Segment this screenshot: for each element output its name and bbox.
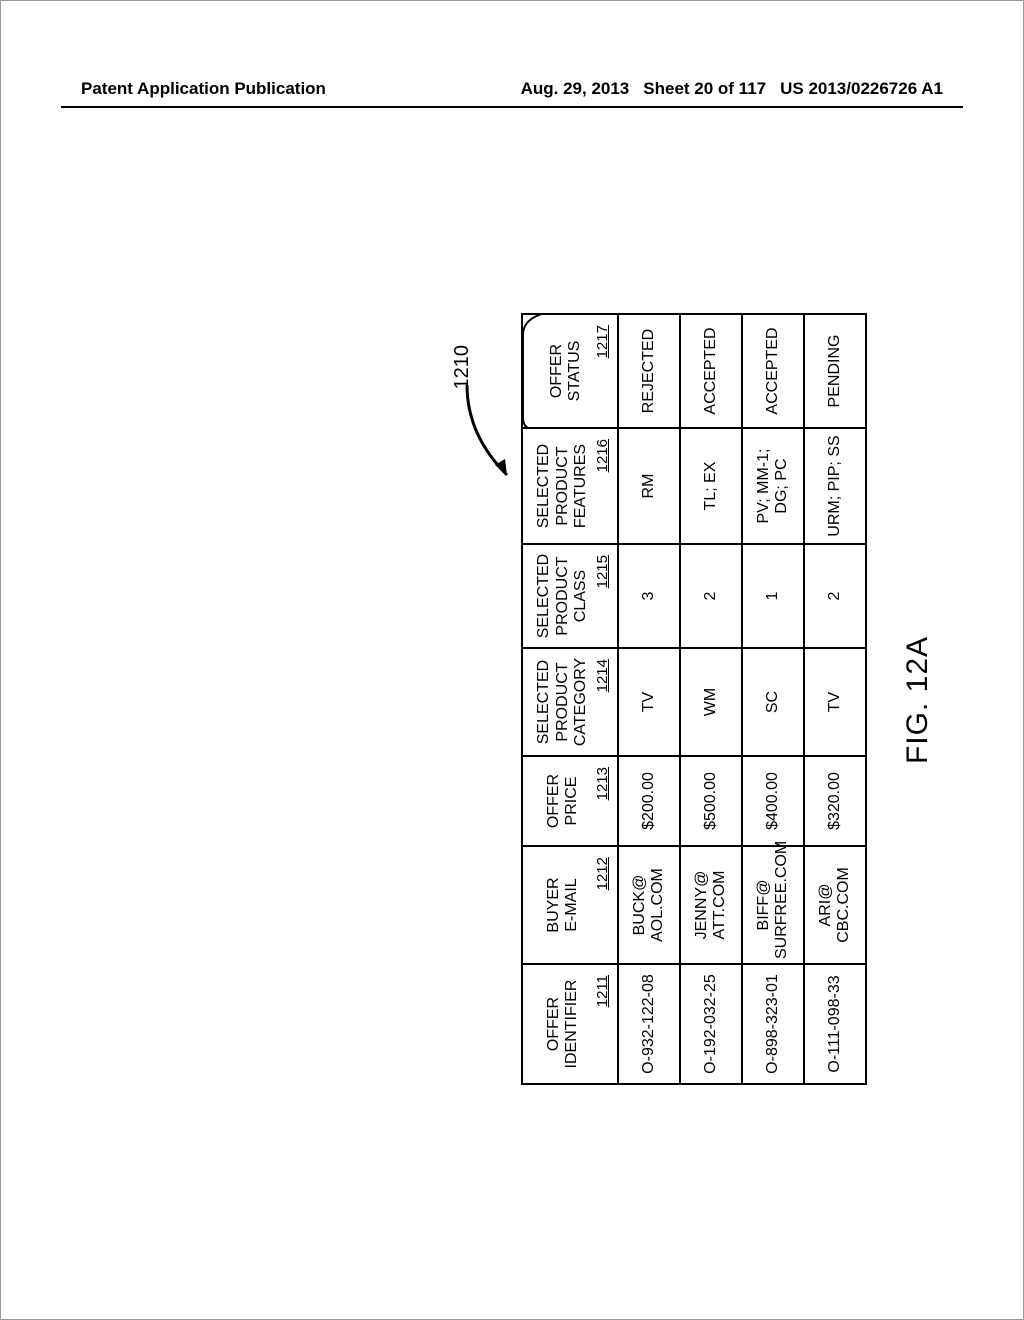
offer-table: OFFER IDENTIFIER 1211 BUYER E-MAIL 1212 … — [521, 313, 867, 1085]
th-label: CLASS — [572, 547, 590, 645]
cell: BIFF@SURFREE.COM — [742, 846, 804, 964]
th-ref: 1213 — [594, 767, 611, 800]
th-label: CATEGORY — [572, 651, 590, 753]
figure-ref-number: 1210 — [451, 345, 474, 390]
cell: TV — [618, 648, 680, 756]
col-header-buyer-email: BUYER E-MAIL 1212 — [522, 846, 618, 964]
th-label: PRODUCT — [554, 431, 572, 541]
cell: $500.00 — [680, 756, 742, 846]
callout-arrow-icon — [459, 375, 517, 495]
header-date: Aug. 29, 2013 — [521, 79, 630, 99]
col-header-offer-status: OFFER STATUS 1217 — [522, 314, 618, 428]
cell: $320.00 — [804, 756, 866, 846]
table-body: O-932-122-08 BUCK@AOL.COM $200.00 TV 3 R… — [618, 314, 866, 1084]
header-left: Patent Application Publication — [81, 79, 326, 99]
tab-notch-icon — [521, 313, 545, 429]
cell: REJECTED — [618, 314, 680, 428]
th-label: OFFER — [548, 317, 566, 425]
cell: URM; PIP; SS — [804, 428, 866, 544]
th-label: STATUS — [566, 317, 584, 425]
table-row: O-898-323-01 BIFF@SURFREE.COM $400.00 SC… — [742, 314, 804, 1084]
col-header-offer-price: OFFER PRICE 1213 — [522, 756, 618, 846]
cell: 1 — [742, 544, 804, 648]
th-label: SELECTED — [535, 547, 553, 645]
th-label: SELECTED — [535, 431, 553, 541]
th-ref: 1216 — [594, 439, 611, 472]
cell: O-111-098-33 — [804, 964, 866, 1084]
cell: RM — [618, 428, 680, 544]
table-row: O-932-122-08 BUCK@AOL.COM $200.00 TV 3 R… — [618, 314, 680, 1084]
table-header-row: OFFER IDENTIFIER 1211 BUYER E-MAIL 1212 … — [522, 314, 618, 1084]
table-row: O-111-098-33 ARI@CBC.COM $320.00 TV 2 UR… — [804, 314, 866, 1084]
header-right: Aug. 29, 2013 Sheet 20 of 117 US 2013/02… — [521, 79, 943, 99]
th-label: OFFER — [545, 759, 563, 843]
th-label: PRODUCT — [554, 547, 572, 645]
cell: 2 — [680, 544, 742, 648]
cell: ARI@CBC.COM — [804, 846, 866, 964]
cell: PENDING — [804, 314, 866, 428]
figure-rotated-wrap: 1210 OFFER IDENTIFIER 1211 BUYER — [457, 315, 935, 1085]
cell: 3 — [618, 544, 680, 648]
page: Patent Application Publication Aug. 29, … — [0, 0, 1024, 1320]
th-label: BUYER — [545, 849, 563, 961]
col-header-offer-identifier: OFFER IDENTIFIER 1211 — [522, 964, 618, 1084]
cell: ACCEPTED — [680, 314, 742, 428]
th-ref: 1215 — [594, 555, 611, 588]
cell: PV; MM-1;DG; PC — [742, 428, 804, 544]
cell: O-932-122-08 — [618, 964, 680, 1084]
th-label: IDENTIFIER — [563, 967, 581, 1081]
th-ref: 1217 — [594, 325, 611, 358]
col-header-product-category: SELECTED PRODUCT CATEGORY 1214 — [522, 648, 618, 756]
table-row: O-192-032-25 JENNY@ATT.COM $500.00 WM 2 … — [680, 314, 742, 1084]
col-header-product-features: SELECTED PRODUCT FEATURES 1216 — [522, 428, 618, 544]
th-label: PRODUCT — [554, 651, 572, 753]
cell: JENNY@ATT.COM — [680, 846, 742, 964]
header-rule — [61, 106, 963, 108]
header-pubno: US 2013/0226726 A1 — [780, 79, 943, 99]
cell: ACCEPTED — [742, 314, 804, 428]
th-label: E-MAIL — [563, 849, 581, 961]
th-label: SELECTED — [535, 651, 553, 753]
cell: SC — [742, 648, 804, 756]
figure-caption: FIG. 12A — [901, 315, 935, 1085]
cell: WM — [680, 648, 742, 756]
cell: $200.00 — [618, 756, 680, 846]
cell: TV — [804, 648, 866, 756]
page-header: Patent Application Publication Aug. 29, … — [1, 79, 1023, 99]
th-ref: 1211 — [594, 975, 611, 1007]
cell: 2 — [804, 544, 866, 648]
th-label: PRICE — [563, 759, 581, 843]
cell: TL; EX — [680, 428, 742, 544]
cell: O-898-323-01 — [742, 964, 804, 1084]
header-sheet: Sheet 20 of 117 — [643, 79, 766, 99]
col-header-product-class: SELECTED PRODUCT CLASS 1215 — [522, 544, 618, 648]
figure-inner: 1210 OFFER IDENTIFIER 1211 BUYER — [457, 315, 935, 1085]
cell: BUCK@AOL.COM — [618, 846, 680, 964]
cell: O-192-032-25 — [680, 964, 742, 1084]
cell: $400.00 — [742, 756, 804, 846]
th-label: FEATURES — [572, 431, 590, 541]
figure-callout: 1210 — [457, 315, 517, 1085]
th-label: OFFER — [545, 967, 563, 1081]
th-ref: 1214 — [594, 659, 611, 692]
th-ref: 1212 — [594, 857, 611, 890]
